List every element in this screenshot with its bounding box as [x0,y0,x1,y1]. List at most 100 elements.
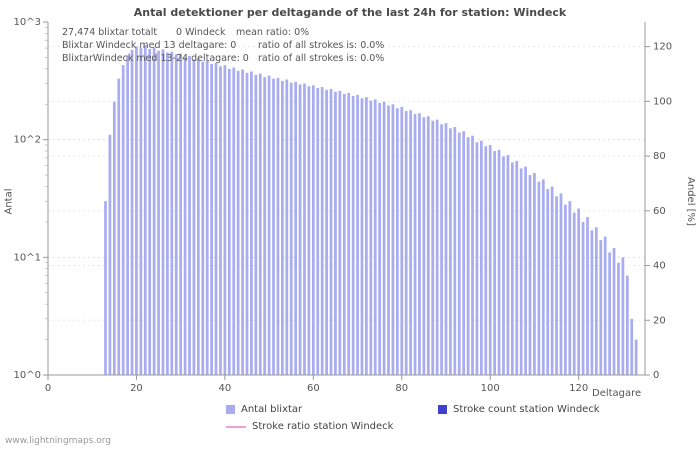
antal-blixtar-bar [594,227,598,375]
antal-blixtar-bar [254,74,258,376]
antal-blixtar-bar [382,101,386,375]
antal-blixtar-bar [272,78,275,376]
chart-legend: Antal blixtar Stroke count station Winde… [0,402,700,438]
antal-blixtar-bar [471,135,474,375]
antal-blixtar-bar [351,96,355,375]
antal-blixtar-bar [453,127,457,375]
antal-blixtar-bar [426,116,430,375]
right-axis-title: Andel [%] [684,177,696,226]
antal-blixtar-bar [528,175,532,375]
antal-blixtar-bar [506,155,510,375]
antal-blixtar-bar [533,173,536,375]
antal-blixtar-bar [422,117,426,376]
antal-blixtar-bar [577,208,581,375]
antal-blixtar-bar [378,102,382,375]
right-tick-label: 100 [653,96,672,107]
antal-blixtar-bar [555,196,558,375]
x-tick-label: 0 [45,383,51,394]
right-tick-label: 80 [653,151,666,162]
x-tick-label: 40 [219,383,232,394]
legend-label: Stroke count station Windeck [453,404,600,415]
antal-blixtar-bar [325,89,328,376]
antal-blixtar-bar [541,179,545,375]
antal-blixtar-bar [413,114,417,375]
antal-blixtar-bar [488,145,492,375]
antal-blixtar-bar [298,84,302,375]
antal-blixtar-bar [214,62,218,376]
antal-blixtar-bar [241,69,244,375]
left-tick-label: 10^2 [14,135,41,146]
legend-item-antal-blixtar: Antal blixtar [226,404,302,415]
antal-blixtar-swatch-icon [226,405,235,414]
antal-blixtar-bar [466,137,470,375]
annotation-line-3: BlixtarWindeck med 13-24 deltagare: 0 rat… [62,53,384,66]
antal-blixtar-bar [524,166,527,375]
antal-blixtar-bar [431,120,435,376]
x-tick-label: 100 [481,383,500,394]
antal-blixtar-bar [356,94,359,376]
antal-blixtar-bar [219,66,222,375]
antal-blixtar-bar [480,140,483,375]
antal-blixtar-bar [462,131,466,375]
antal-blixtar-bar [342,93,346,376]
antal-blixtar-bar [457,132,461,375]
antal-blixtar-bar [440,124,443,375]
antal-blixtar-bar [444,123,448,376]
left-axis-title: Antal [3,188,15,215]
antal-blixtar-bar [250,71,253,375]
stroke-count-swatch-icon [438,405,447,414]
antal-blixtar-bar [289,82,293,376]
antal-blixtar-bar [617,262,620,375]
antal-blixtar-bar [223,65,227,375]
antal-blixtar-bar [139,48,143,375]
antal-blixtar-bar [108,134,112,375]
antal-blixtar-bar [135,46,138,376]
strokes-13-text: Blixtar Windeck med 13 deltagare: 0 [62,40,237,51]
antal-blixtar-bar [329,88,333,375]
left-tick-label: 10^1 [14,252,41,263]
station-strokes-text: 0 Windeck [176,27,226,38]
x-tick-label: 120 [569,383,588,394]
antal-blixtar-bar [104,201,107,375]
antal-blixtar-bar [192,59,196,375]
antal-blixtar-bar [148,48,152,376]
x-tick-label: 80 [395,383,408,394]
antal-blixtar-bar [201,61,205,376]
antal-blixtar-bar [586,217,589,375]
antal-blixtar-bar [338,90,342,375]
x-tick-label: 60 [307,383,320,394]
total-strokes-text: 27,474 blixtar totalt [62,27,158,38]
antal-blixtar-bar [294,81,298,375]
antal-blixtar-bar [170,51,174,375]
antal-blixtar-bar [236,70,240,375]
antal-blixtar-bar [568,201,572,375]
antal-blixtar-bar [365,97,368,375]
antal-blixtar-bar [143,44,147,376]
left-tick-label: 10^0 [14,370,41,381]
antal-blixtar-bar [232,67,236,375]
antal-blixtar-bar [112,101,116,375]
antal-blixtar-bar [599,240,603,375]
right-tick-label: 60 [653,206,666,217]
antal-blixtar-bar [564,204,567,375]
right-tick-label: 120 [653,42,672,53]
antal-blixtar-bar [373,99,377,376]
antal-blixtar-bar [267,75,271,376]
antal-blixtar-bar [559,193,563,375]
antal-blixtar-bar [303,83,306,375]
antal-blixtar-bar [484,146,488,375]
antal-blixtar-bar [404,111,408,375]
antal-blixtar-bar [152,47,156,375]
antal-blixtar-bar [391,104,395,375]
antal-blixtar-bar [475,142,479,375]
mean-ratio-text: mean ratio: 0% [236,27,310,38]
antal-blixtar-bar [121,65,125,375]
antal-blixtar-bar [210,63,213,375]
antal-blixtar-bar [227,68,231,375]
antal-blixtar-bar [196,58,200,375]
antal-blixtar-bar [285,79,289,375]
right-tick-label: 20 [653,315,666,326]
legend-label: Stroke ratio station Windeck [252,421,394,432]
antal-blixtar-bar [572,212,576,375]
ratio-13-24-text: ratio of all strokes is: 0.0% [258,53,385,64]
